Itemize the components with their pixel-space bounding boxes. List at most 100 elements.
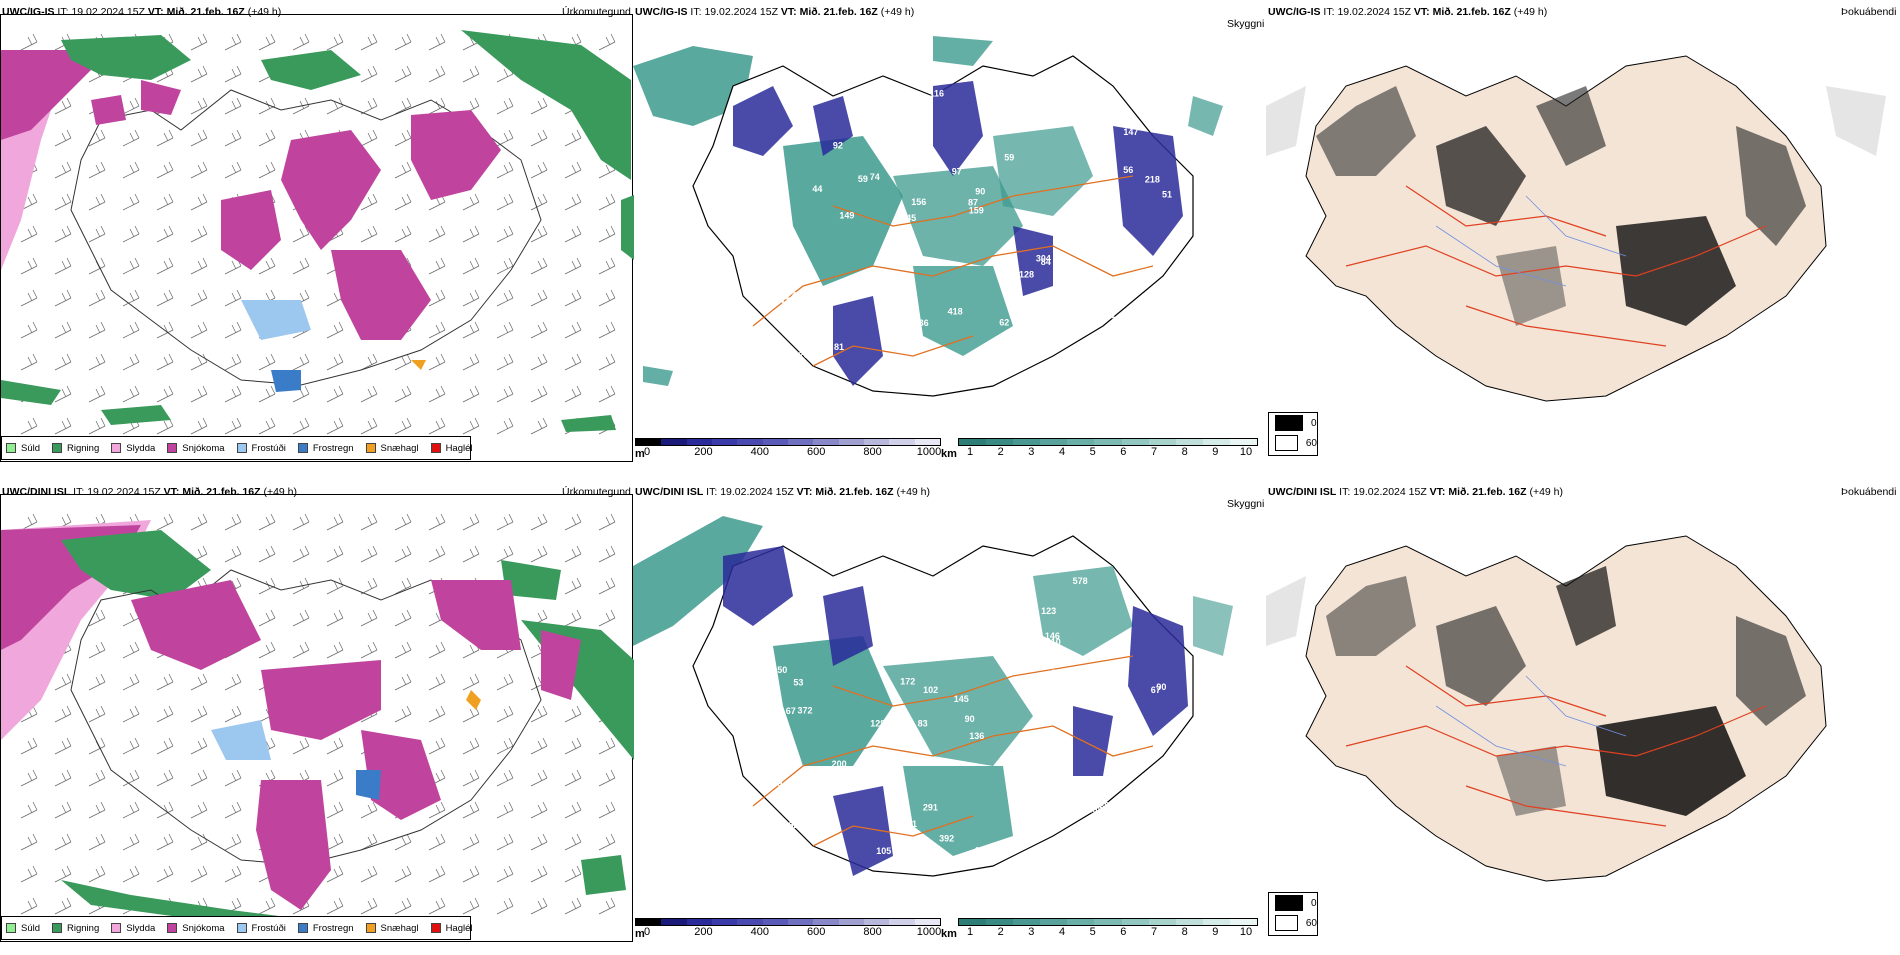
- wind-barb: [496, 257, 514, 275]
- wind-barb: [530, 257, 548, 275]
- fog-legend-item: 60: [1269, 433, 1317, 453]
- peak-label: 129: [773, 198, 788, 208]
- wind-barb: [496, 97, 514, 115]
- peak-label: 84: [1041, 257, 1051, 267]
- peak-label: 162: [784, 820, 799, 830]
- peak-labels: 89 123 67 83 136 372 125 60 107 28 145 167 252 128 154…: [746, 572, 1174, 857]
- fog-legend-item: 0: [1269, 413, 1317, 433]
- wind-barb: [54, 833, 72, 851]
- wind-barb: [598, 257, 616, 275]
- wind-barb: [190, 769, 208, 787]
- wind-barb: [190, 417, 208, 435]
- wind-barb: [462, 897, 480, 915]
- visibility-title: Skyggni: [1227, 18, 1265, 30]
- wind-barb: [224, 513, 242, 531]
- peak-label: 147: [1123, 127, 1138, 137]
- fog-title: Þokuábendi: [1841, 486, 1897, 498]
- wind-barb: [20, 33, 38, 51]
- wind-barb: [530, 417, 548, 435]
- legend-swatch: [111, 443, 122, 453]
- wind-barb: [428, 385, 446, 403]
- wind-barb: [428, 289, 446, 307]
- legend-swatch: [236, 443, 247, 453]
- peak-label: 145: [954, 694, 969, 704]
- colorbar-tick: 9: [1212, 446, 1219, 458]
- peak-label: 62: [999, 318, 1009, 328]
- wind-barb: [394, 865, 412, 883]
- wind-barb: [564, 161, 582, 179]
- wind-barb: [394, 353, 412, 371]
- wind-barb: [530, 833, 548, 851]
- fog-legend: 0 60: [1268, 892, 1318, 936]
- wind-barb: [598, 289, 616, 307]
- wind-barb: [564, 513, 582, 531]
- peak-label: 97: [952, 167, 962, 177]
- legend-swatch: [1275, 895, 1303, 911]
- wind-barb: [428, 897, 446, 915]
- wind-barb: [224, 417, 242, 435]
- wind-barb: [394, 641, 412, 659]
- wind-barb: [156, 289, 174, 307]
- wind-barb: [496, 705, 514, 723]
- colorbar-tick: 10: [1239, 446, 1253, 458]
- wind-barb: [564, 385, 582, 403]
- wind-barb: [122, 865, 140, 883]
- peak-label: 24: [787, 290, 797, 300]
- peak-label: 167: [780, 833, 795, 843]
- peak-label: 200: [832, 759, 847, 769]
- wind-barb: [360, 513, 378, 531]
- wind-barb: [88, 129, 106, 147]
- model-name: UWC/DINI ISL: [635, 486, 704, 498]
- wind-barb: [530, 513, 548, 531]
- wind-barb: [394, 385, 412, 403]
- colorbar-tick: 400: [750, 926, 769, 938]
- peak-label: 102: [1136, 577, 1151, 587]
- wind-barb: [224, 353, 242, 371]
- wind-barb: [54, 705, 72, 723]
- wind-barb: [190, 129, 208, 147]
- wind-barb: [326, 609, 344, 627]
- wind-barb: [292, 609, 310, 627]
- wind-barb: [564, 609, 582, 627]
- wind-barb: [394, 545, 412, 563]
- peak-label: 105: [876, 846, 891, 856]
- wind-barb: [224, 801, 242, 819]
- wind-barb: [122, 97, 140, 115]
- wind-barb: [598, 385, 616, 403]
- peak-label: 67: [1151, 685, 1161, 695]
- fog-map: [1266, 535, 1827, 882]
- wind-barb: [360, 225, 378, 243]
- wind-barb: [156, 513, 174, 531]
- wind-barb: [88, 257, 106, 275]
- wind-barb: [394, 833, 412, 851]
- peak-label: 152: [801, 601, 816, 611]
- wind-barb: [190, 865, 208, 883]
- wind-barb: [428, 705, 446, 723]
- wind-barb: [530, 705, 548, 723]
- wind-barb: [20, 353, 38, 371]
- legend-item: Haglél: [430, 443, 473, 454]
- wind-barb: [258, 385, 276, 403]
- wind-barb: [530, 161, 548, 179]
- wind-barb: [224, 289, 242, 307]
- wind-barb: [394, 193, 412, 211]
- peak-label: 372: [798, 706, 813, 716]
- panel-header: UWC/IG-IS IT: 19.02.2024 15Z VT: Mið. 21…: [2, 6, 282, 18]
- wind-barb: [530, 385, 548, 403]
- fog-title: Þokuábendi: [1841, 6, 1897, 18]
- model-name: UWC/DINI ISL: [1268, 486, 1337, 498]
- colorbar-tick: 1: [966, 446, 974, 458]
- peak-label: 51: [1162, 189, 1172, 199]
- wind-barb: [190, 193, 208, 211]
- wind-barb: [598, 577, 616, 595]
- wind-barb: [258, 161, 276, 179]
- legend-swatch: [167, 443, 178, 453]
- wind-barb: [462, 545, 480, 563]
- wind-barb: [156, 737, 174, 755]
- peak-label: 53: [793, 677, 803, 687]
- wind-barb: [462, 353, 480, 371]
- wind-barb: [496, 737, 514, 755]
- peak-label: 248: [1095, 695, 1110, 705]
- wind-barb: [394, 897, 412, 915]
- legend-swatch: [1275, 915, 1298, 931]
